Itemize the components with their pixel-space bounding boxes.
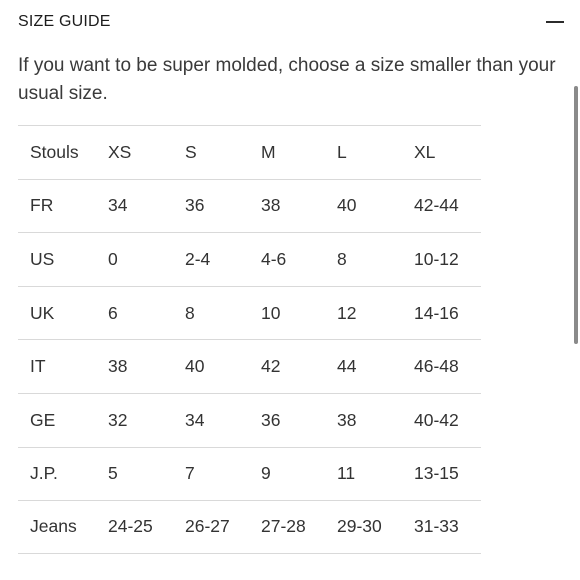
table-cell: 32 <box>108 409 128 430</box>
size-guide-description: If you want to be super molded, choose a… <box>18 55 556 104</box>
table-cell: GE <box>30 409 56 430</box>
size-guide-header[interactable]: SIZE GUIDE <box>18 8 566 36</box>
table-row: IT 38 40 42 44 46-48 <box>18 339 481 393</box>
table-cell: 36 <box>185 195 205 216</box>
table-cell: 44 <box>337 356 357 377</box>
table-cell: 38 <box>337 409 357 430</box>
table-cell: 12 <box>337 302 357 323</box>
table-cell: 8 <box>337 248 347 269</box>
table-cell: 14-16 <box>414 302 459 323</box>
table-cell: 9 <box>261 463 271 484</box>
column-header: XS <box>108 141 132 162</box>
table-cell: 38 <box>261 195 281 216</box>
table-cell: 40-42 <box>414 409 459 430</box>
column-header: Stouls <box>30 141 79 162</box>
table-cell: 31-33 <box>414 516 459 537</box>
table-cell: 34 <box>108 195 128 216</box>
table-cell: 46-48 <box>414 356 459 377</box>
table-row: FR 34 36 38 40 42-44 <box>18 178 481 233</box>
table-cell: 13-15 <box>414 463 459 484</box>
table-cell: FR <box>30 195 54 216</box>
table-cell: 40 <box>337 195 357 216</box>
table-cell: 38 <box>108 356 128 377</box>
table-row: GE 32 34 36 38 40-42 <box>18 392 481 447</box>
table-cell: IT <box>30 356 46 377</box>
table-row: US 0 2-4 4-6 8 10-12 <box>18 232 481 286</box>
table-header-row: Stouls XS S M L XL <box>18 125 481 179</box>
table-cell: US <box>30 248 55 269</box>
column-header: L <box>337 141 347 162</box>
column-header: S <box>185 141 197 162</box>
minus-icon[interactable] <box>544 11 566 33</box>
table-cell: 42 <box>261 356 281 377</box>
table-cell: 34 <box>185 409 205 430</box>
table-cell: 40 <box>185 356 205 377</box>
table-cell: 8 <box>185 302 195 323</box>
table-row: J.P. 5 7 9 11 13-15 <box>18 446 481 501</box>
table-cell: 10-12 <box>414 248 459 269</box>
table-cell: 26-27 <box>185 516 230 537</box>
table-cell: 36 <box>261 409 281 430</box>
table-cell: 5 <box>108 463 118 484</box>
column-header: M <box>261 141 276 162</box>
table-cell: UK <box>30 302 55 323</box>
table-cell: 11 <box>337 463 356 484</box>
size-table: Stouls XS S M L XL FR 34 36 38 40 42-44 … <box>18 125 481 554</box>
column-header: XL <box>414 141 436 162</box>
table-cell: 0 <box>108 248 118 269</box>
table-row: Jeans 24-25 26-27 27-28 29-30 31-33 <box>18 500 481 554</box>
size-guide-title: SIZE GUIDE <box>18 13 111 30</box>
scrollbar[interactable] <box>574 86 578 344</box>
table-row: UK 6 8 10 12 14-16 <box>18 285 481 340</box>
table-cell: 24-25 <box>108 516 153 537</box>
table-cell: 10 <box>261 302 281 323</box>
table-cell: 6 <box>108 302 118 323</box>
table-cell: 29-30 <box>337 516 382 537</box>
table-cell: 2-4 <box>185 248 211 269</box>
table-cell: J.P. <box>30 463 58 484</box>
table-cell: Jeans <box>30 516 77 537</box>
table-cell: 42-44 <box>414 195 459 216</box>
table-cell: 27-28 <box>261 516 306 537</box>
table-cell: 7 <box>185 463 195 484</box>
table-cell: 4-6 <box>261 248 287 269</box>
